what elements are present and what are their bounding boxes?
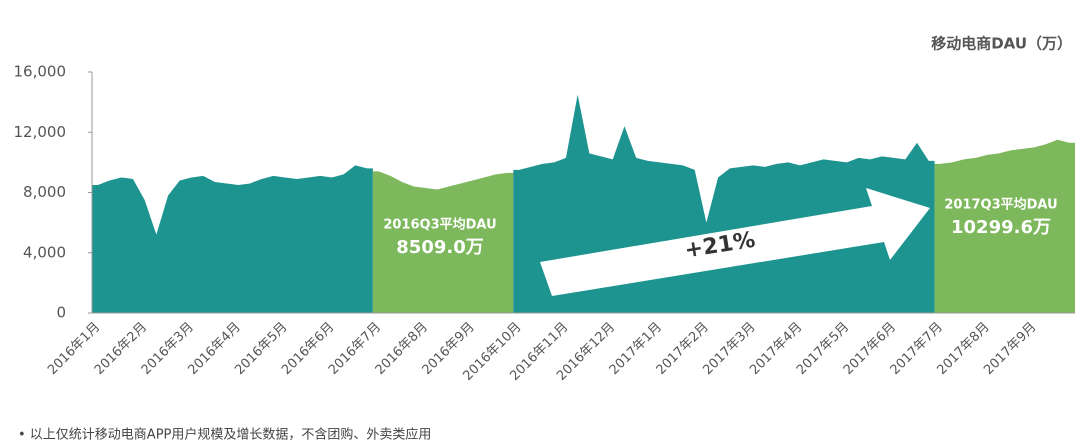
annotation: 10299.6万 bbox=[951, 217, 1051, 238]
growth-arrow bbox=[540, 188, 930, 296]
footnote: • 以上仅统计移动电商APP用户规模及增长数据，不含团购、外卖类应用 bbox=[18, 427, 431, 443]
y-tick-label: 0 bbox=[56, 304, 66, 322]
annotation: 2016Q3平均DAU bbox=[383, 217, 496, 233]
y-axis-label: 移动电商DAU（万） bbox=[931, 35, 1072, 53]
area bbox=[934, 139, 1075, 313]
annotation: 8509.0万 bbox=[396, 237, 483, 258]
y-tick-label: 12,000 bbox=[14, 123, 67, 141]
area bbox=[92, 165, 373, 313]
y-tick-label: 4,000 bbox=[23, 243, 66, 261]
y-tick-label: 8,000 bbox=[23, 183, 66, 201]
y-tick-label: 16,000 bbox=[14, 63, 67, 81]
area bbox=[372, 171, 514, 313]
annotation: 2017Q3平均DAU bbox=[944, 197, 1057, 213]
